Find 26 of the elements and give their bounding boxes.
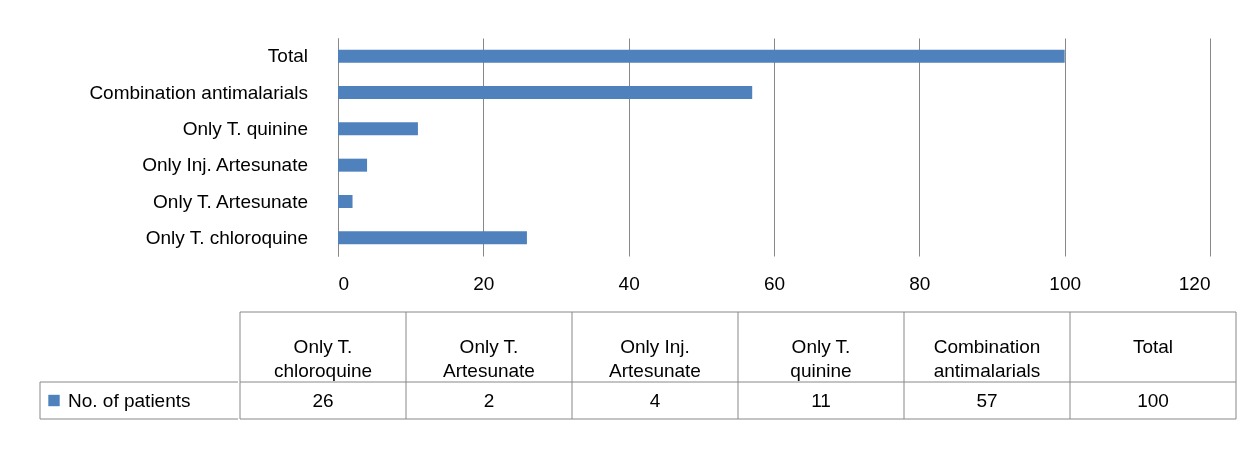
y-tick-label: Combination antimalarials bbox=[89, 81, 308, 103]
category-label: Only Inj. Artesunate bbox=[609, 336, 701, 381]
x-tick-label: 20 bbox=[473, 272, 495, 294]
data-label: 2 bbox=[483, 389, 495, 411]
y-tick-label: Only Inj. Artesunate bbox=[142, 154, 308, 176]
data-label: 26 bbox=[312, 389, 334, 411]
y-tick-label: Only T. quinine bbox=[182, 117, 308, 139]
category-label: Only T. chloroquine bbox=[273, 336, 373, 381]
x-tick-label: 80 bbox=[909, 272, 931, 294]
x-tick-label: 0 bbox=[338, 272, 350, 294]
data-label: 100 bbox=[1137, 389, 1169, 411]
legend-label: No. of patients bbox=[68, 389, 191, 411]
data-label: 11 bbox=[811, 389, 831, 411]
category-label: Only T. Artesunate bbox=[443, 336, 535, 381]
y-tick-label: Only T. Artesunate bbox=[153, 190, 308, 212]
category-label: Combination antimalarials bbox=[933, 336, 1041, 381]
y-tick-label: Only T. chloroquine bbox=[145, 226, 308, 248]
x-tick-label: 120 bbox=[1178, 272, 1211, 294]
y-tick-label: Total bbox=[267, 45, 308, 67]
x-tick-label: 40 bbox=[618, 272, 640, 294]
category-label: Only T. quinine bbox=[790, 336, 852, 381]
data-label: 4 bbox=[649, 389, 661, 411]
x-tick-label: 60 bbox=[763, 272, 786, 294]
x-tick-label: 100 bbox=[1049, 272, 1082, 294]
category-label: Total bbox=[1132, 336, 1174, 357]
data-label: 57 bbox=[976, 389, 998, 411]
